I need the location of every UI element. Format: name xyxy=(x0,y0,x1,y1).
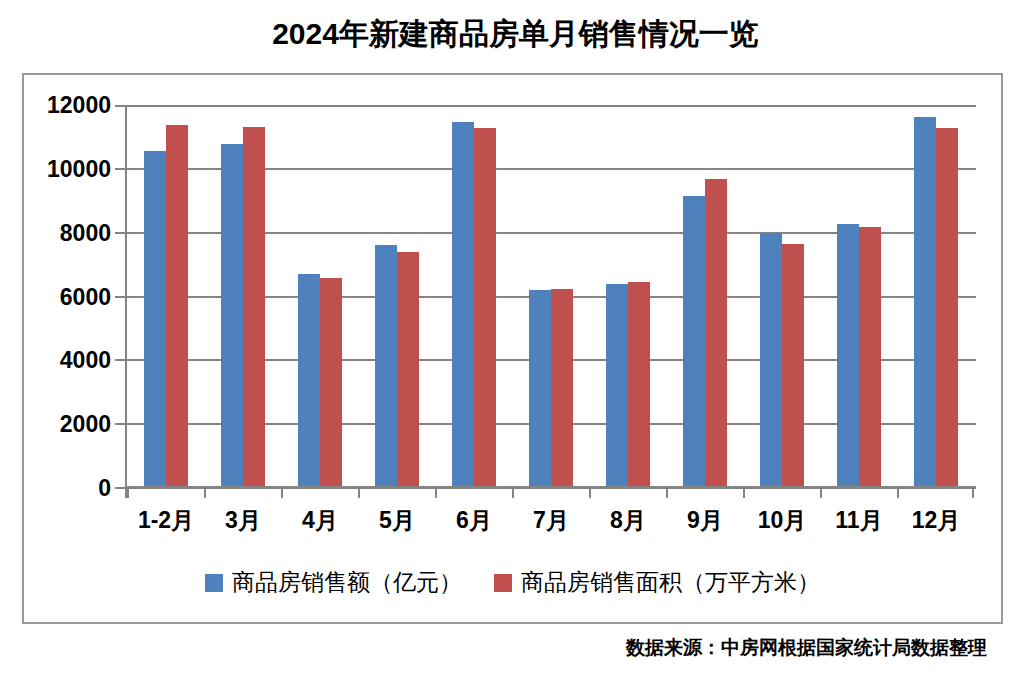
bar-商品房销售额（亿元）-4月 xyxy=(298,274,320,488)
y-axis-label-4000: 4000 xyxy=(24,347,111,373)
legend-item-商品房销售额（亿元）: 商品房销售额（亿元） xyxy=(205,567,462,598)
x-axis-tick-5 xyxy=(512,488,514,498)
bar-商品房销售额（亿元）-3月 xyxy=(221,144,243,488)
legend-label: 商品房销售面积（万平方米） xyxy=(521,567,820,598)
bar-商品房销售额（亿元）-5月 xyxy=(375,245,397,488)
bar-商品房销售额（亿元）-7月 xyxy=(529,290,551,488)
y-axis-label-10000: 10000 xyxy=(24,156,111,182)
bar-商品房销售面积（万平方米）-11月 xyxy=(859,227,881,488)
y-axis-tick-4000 xyxy=(115,359,125,361)
plot-area xyxy=(127,105,974,488)
legend: 商品房销售额（亿元） 商品房销售面积（万平方米） xyxy=(24,567,1001,598)
y-axis-label-12000: 12000 xyxy=(24,92,111,118)
x-axis-tick-7 xyxy=(666,488,668,498)
x-axis-tick-2 xyxy=(281,488,283,498)
bar-商品房销售面积（万平方米）-12月 xyxy=(936,128,958,488)
x-axis-label-1-2月: 1-2月 xyxy=(138,505,194,536)
bar-商品房销售额（亿元）-8月 xyxy=(606,284,628,488)
legend-label: 商品房销售额（亿元） xyxy=(232,567,462,598)
x-axis-tick-8 xyxy=(743,488,745,498)
x-axis-label-11月: 11月 xyxy=(835,505,882,536)
bar-商品房销售额（亿元）-10月 xyxy=(760,233,782,488)
bar-商品房销售面积（万平方米）-3月 xyxy=(243,127,265,488)
y-axis-tick-6000 xyxy=(115,296,125,298)
x-axis-line xyxy=(125,486,976,488)
x-axis-label-4月: 4月 xyxy=(302,505,338,536)
x-axis-label-6月: 6月 xyxy=(456,505,492,536)
legend-item-商品房销售面积（万平方米）: 商品房销售面积（万平方米） xyxy=(494,567,820,598)
legend-swatch-icon xyxy=(494,574,512,592)
bar-商品房销售额（亿元）-6月 xyxy=(452,122,474,488)
x-axis-tick-3 xyxy=(358,488,360,498)
bar-商品房销售面积（万平方米）-7月 xyxy=(551,289,573,488)
chart-frame: 0 2000 4000 6000 8000 10000 12000 1-2月 3月 4月 5月 6月… xyxy=(22,73,1003,624)
bar-商品房销售面积（万平方米）-8月 xyxy=(628,282,650,488)
x-axis-tick-6 xyxy=(589,488,591,498)
bar-商品房销售额（亿元）-11月 xyxy=(837,224,859,488)
y-axis-tick-10000 xyxy=(115,168,125,170)
y-axis-tick-2000 xyxy=(115,423,125,425)
x-axis-label-9月: 9月 xyxy=(687,505,723,536)
y-axis-line xyxy=(125,105,127,498)
x-axis-tick-9 xyxy=(820,488,822,498)
bar-商品房销售额（亿元）-12月 xyxy=(914,117,936,488)
y-axis-label-8000: 8000 xyxy=(24,220,111,246)
y-axis-tick-8000 xyxy=(115,232,125,234)
chart-page: { "page": { "title": "2024年新建商品房单月销售情况一览… xyxy=(0,0,1031,679)
x-axis-tick-10 xyxy=(897,488,899,498)
y-axis-tick-12000 xyxy=(115,105,125,107)
y-axis-label-6000: 6000 xyxy=(24,284,111,310)
x-axis-label-8月: 8月 xyxy=(610,505,646,536)
x-axis-tick-11 xyxy=(972,488,974,498)
x-axis-label-5月: 5月 xyxy=(379,505,415,536)
bar-商品房销售面积（万平方米）-1-2月 xyxy=(166,125,188,488)
bar-商品房销售面积（万平方米）-9月 xyxy=(705,179,727,488)
bar-商品房销售面积（万平方米）-4月 xyxy=(320,278,342,488)
x-axis-label-3月: 3月 xyxy=(225,505,261,536)
bar-商品房销售面积（万平方米）-5月 xyxy=(397,252,419,488)
bar-商品房销售额（亿元）-1-2月 xyxy=(144,151,166,488)
y-axis-label-0: 0 xyxy=(24,475,111,501)
gridline-12000 xyxy=(125,105,976,107)
chart-title: 2024年新建商品房单月销售情况一览 xyxy=(0,16,1031,52)
bar-商品房销售额（亿元）-9月 xyxy=(683,196,705,488)
bar-商品房销售面积（万平方米）-6月 xyxy=(474,128,496,488)
x-axis-label-10月: 10月 xyxy=(758,505,807,536)
x-axis-label-7月: 7月 xyxy=(533,505,569,536)
y-axis-tick-0 xyxy=(115,487,125,489)
y-axis-label-2000: 2000 xyxy=(24,411,111,437)
x-axis-tick-4 xyxy=(435,488,437,498)
x-axis-tick-0 xyxy=(127,488,129,498)
legend-swatch-icon xyxy=(205,574,223,592)
source-note: 数据来源：中房网根据国家统计局数据整理 xyxy=(626,635,987,661)
x-axis-label-12月: 12月 xyxy=(912,505,961,536)
bar-商品房销售面积（万平方米）-10月 xyxy=(782,244,804,488)
x-axis-tick-1 xyxy=(204,488,206,498)
